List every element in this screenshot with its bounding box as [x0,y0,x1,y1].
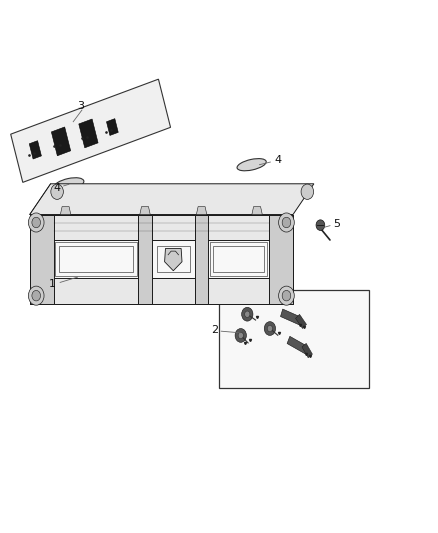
Text: 4: 4 [53,183,60,193]
Circle shape [264,321,276,335]
Polygon shape [302,343,312,358]
Polygon shape [106,119,118,135]
Bar [59,246,133,272]
Circle shape [32,290,41,301]
Polygon shape [296,314,307,328]
Text: 4: 4 [274,156,281,165]
Text: 1: 1 [49,279,56,289]
Circle shape [267,325,272,332]
Circle shape [235,328,247,342]
Polygon shape [30,215,293,304]
Polygon shape [196,207,207,215]
Polygon shape [287,336,307,353]
Polygon shape [280,309,301,325]
Bar [219,290,369,389]
Circle shape [245,311,250,317]
Circle shape [316,220,325,230]
Circle shape [28,213,44,232]
Polygon shape [29,141,42,159]
Circle shape [51,184,64,199]
Bar [157,246,190,272]
Text: 2: 2 [211,325,218,335]
Polygon shape [269,215,293,304]
Circle shape [279,213,294,232]
Polygon shape [140,207,150,215]
Polygon shape [195,215,208,304]
Polygon shape [79,119,98,148]
Polygon shape [30,278,293,304]
Circle shape [238,332,244,338]
Ellipse shape [237,159,266,171]
Circle shape [28,286,44,305]
Circle shape [32,217,41,228]
Bar [213,246,264,272]
Polygon shape [30,215,53,304]
Circle shape [301,184,314,199]
Circle shape [282,217,291,228]
Text: 5: 5 [333,219,340,229]
Polygon shape [138,215,152,304]
Polygon shape [165,248,182,271]
Circle shape [279,286,294,305]
Circle shape [242,308,253,321]
Polygon shape [11,79,170,182]
Polygon shape [30,215,293,240]
Polygon shape [60,207,71,215]
Bar [55,242,137,276]
Polygon shape [51,127,71,156]
Polygon shape [30,184,314,215]
Bar [210,242,267,276]
Polygon shape [252,207,262,215]
Ellipse shape [54,177,84,191]
Circle shape [282,290,291,301]
Text: 3: 3 [77,101,84,111]
